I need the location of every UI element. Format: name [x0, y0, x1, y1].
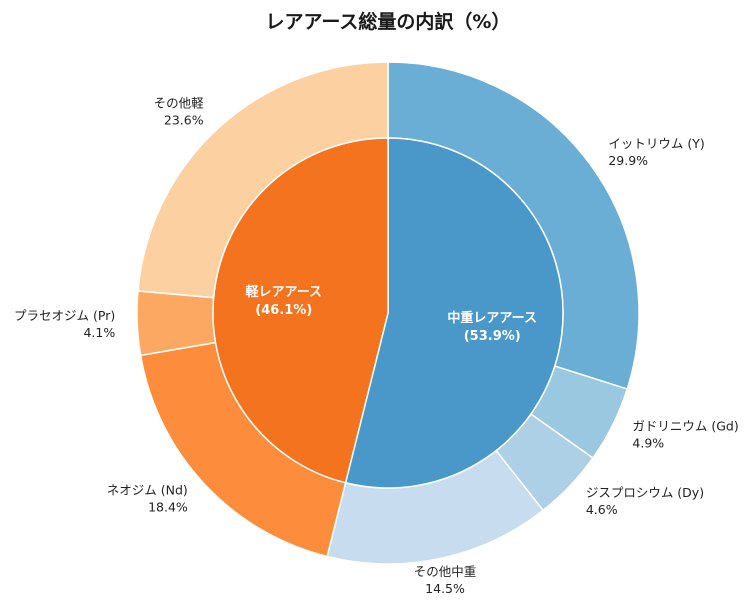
outer-label-pct: 29.9% [608, 153, 648, 168]
inner-label-name: 中重レアアース [447, 310, 537, 326]
outer-label-pct: 4.6% [586, 502, 618, 517]
outer-label-2: ジスプロシウム (Dy) 4.6% [586, 485, 704, 517]
outer-label-pct: 4.9% [632, 436, 664, 451]
inner-label-name: 軽レアアース [245, 284, 322, 300]
outer-label-1: ガドリニウム (Gd) 4.9% [632, 419, 738, 451]
outer-label-name: イットリウム (Y) [608, 136, 704, 151]
inner-label-1: 軽レアアース (46.1%) [245, 284, 322, 318]
inner-label-pct: (46.1%) [255, 303, 312, 318]
chart-title: レアアース総量の内訳（%） [266, 10, 511, 33]
outer-label-3: その他中重 14.5% [414, 564, 477, 596]
outer-label-name: ジスプロシウム (Dy) [586, 485, 704, 500]
outer-label-pct: 14.5% [425, 581, 465, 596]
outer-label-5: プラセオジム (Pr) 4.1% [14, 308, 115, 340]
inner-label-0: 中重レアアース (53.9%) [447, 310, 537, 344]
outer-label-name: プラセオジム (Pr) [14, 308, 115, 323]
outer-label-4: ネオジム (Nd) 18.4% [107, 483, 188, 515]
inner-ring [212, 137, 564, 489]
inner-slice-0 [344, 137, 564, 489]
outer-label-0: イットリウム (Y) 29.9% [608, 136, 704, 168]
outer-label-pct: 18.4% [148, 500, 188, 515]
slice-labels: イットリウム (Y) 29.9% ガドリニウム (Gd) 4.9% ジスプロシウム (D… [14, 96, 739, 596]
outer-label-name: その他軽 [154, 96, 205, 111]
inner-label-pct: (53.9%) [464, 329, 521, 344]
outer-label-pct: 4.1% [83, 325, 115, 340]
outer-label-name: ネオジム (Nd) [107, 483, 188, 498]
inner-slice-1 [212, 137, 389, 484]
outer-label-pct: 23.6% [164, 113, 204, 128]
outer-label-name: ガドリニウム (Gd) [632, 419, 738, 434]
outer-label-name: その他中重 [414, 564, 477, 579]
outer-label-6: その他軽 23.6% [154, 96, 205, 128]
